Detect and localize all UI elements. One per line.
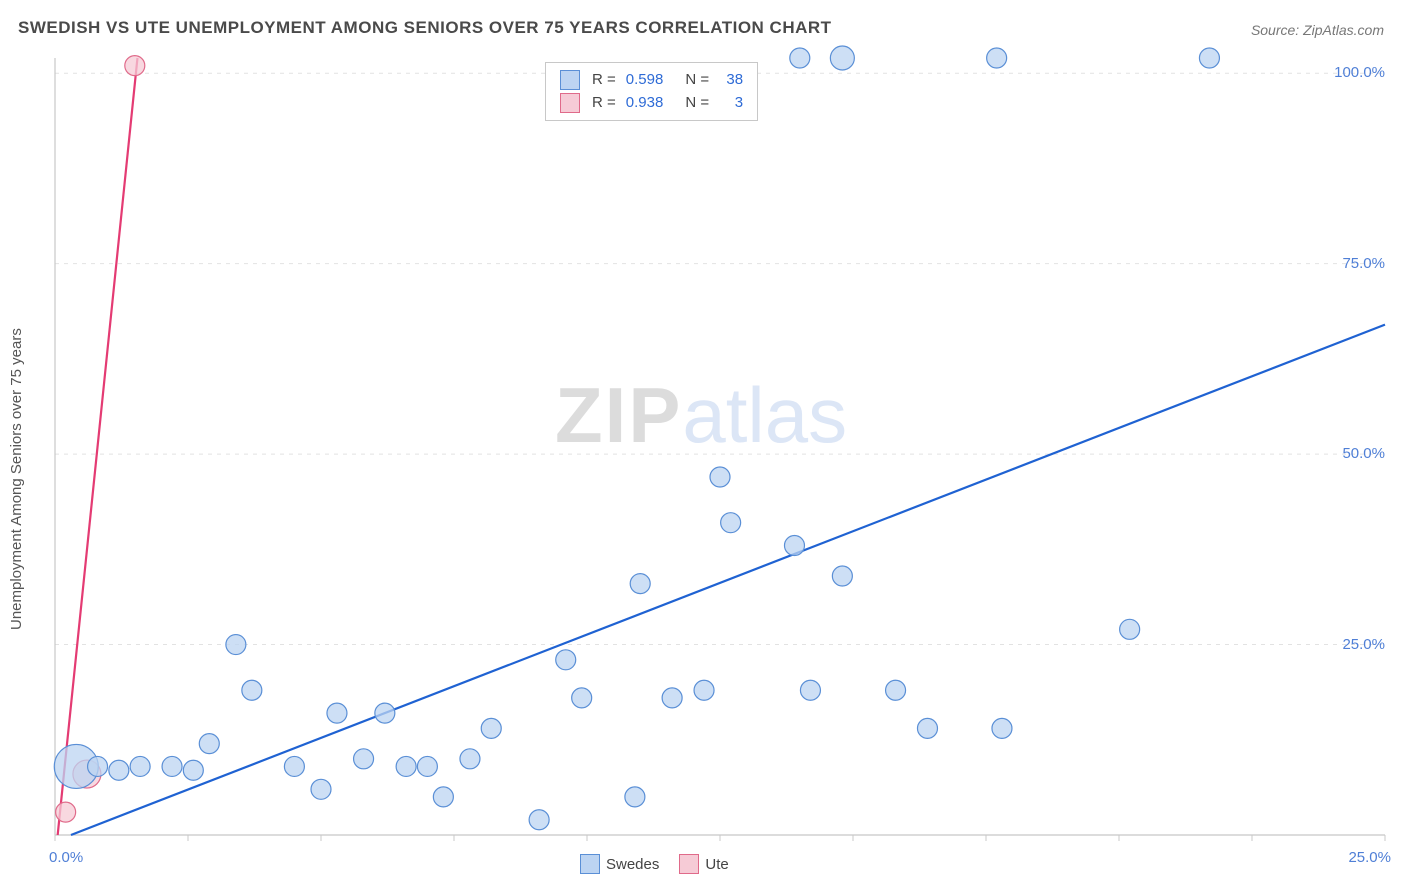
stats-legend-row: R = 0.598 N = 38 [560, 69, 743, 92]
n-label: N = [685, 92, 709, 115]
y-tick-label: 100.0% [1325, 64, 1385, 81]
r-label: R = [592, 92, 616, 115]
legend-swatch-icon [560, 70, 580, 90]
y-tick-label: 50.0% [1325, 445, 1385, 462]
r-label: R = [592, 69, 616, 92]
stats-legend-row: R = 0.938 N = 3 [560, 92, 743, 115]
stats-legend: R = 0.598 N = 38 R = 0.938 N = 3 [545, 62, 758, 121]
legend-swatch-icon [580, 854, 600, 874]
legend-label: Ute [705, 856, 728, 873]
n-value: 38 [721, 69, 743, 92]
legend-swatch-icon [560, 93, 580, 113]
legend-swatch-icon [679, 854, 699, 874]
series-legend: Swedes Ute [580, 854, 729, 874]
legend-item: Ute [679, 854, 728, 874]
y-tick-label: 75.0% [1325, 255, 1385, 272]
y-tick-label: 25.0% [1325, 636, 1385, 653]
x-tick-label: 25.0% [1339, 849, 1391, 866]
r-value: 0.598 [626, 69, 664, 92]
x-tick-label: 0.0% [49, 849, 83, 866]
n-value: 3 [721, 92, 743, 115]
correlation-chart [0, 0, 1406, 892]
r-value: 0.938 [626, 92, 664, 115]
legend-item: Swedes [580, 854, 659, 874]
legend-label: Swedes [606, 856, 659, 873]
n-label: N = [685, 69, 709, 92]
